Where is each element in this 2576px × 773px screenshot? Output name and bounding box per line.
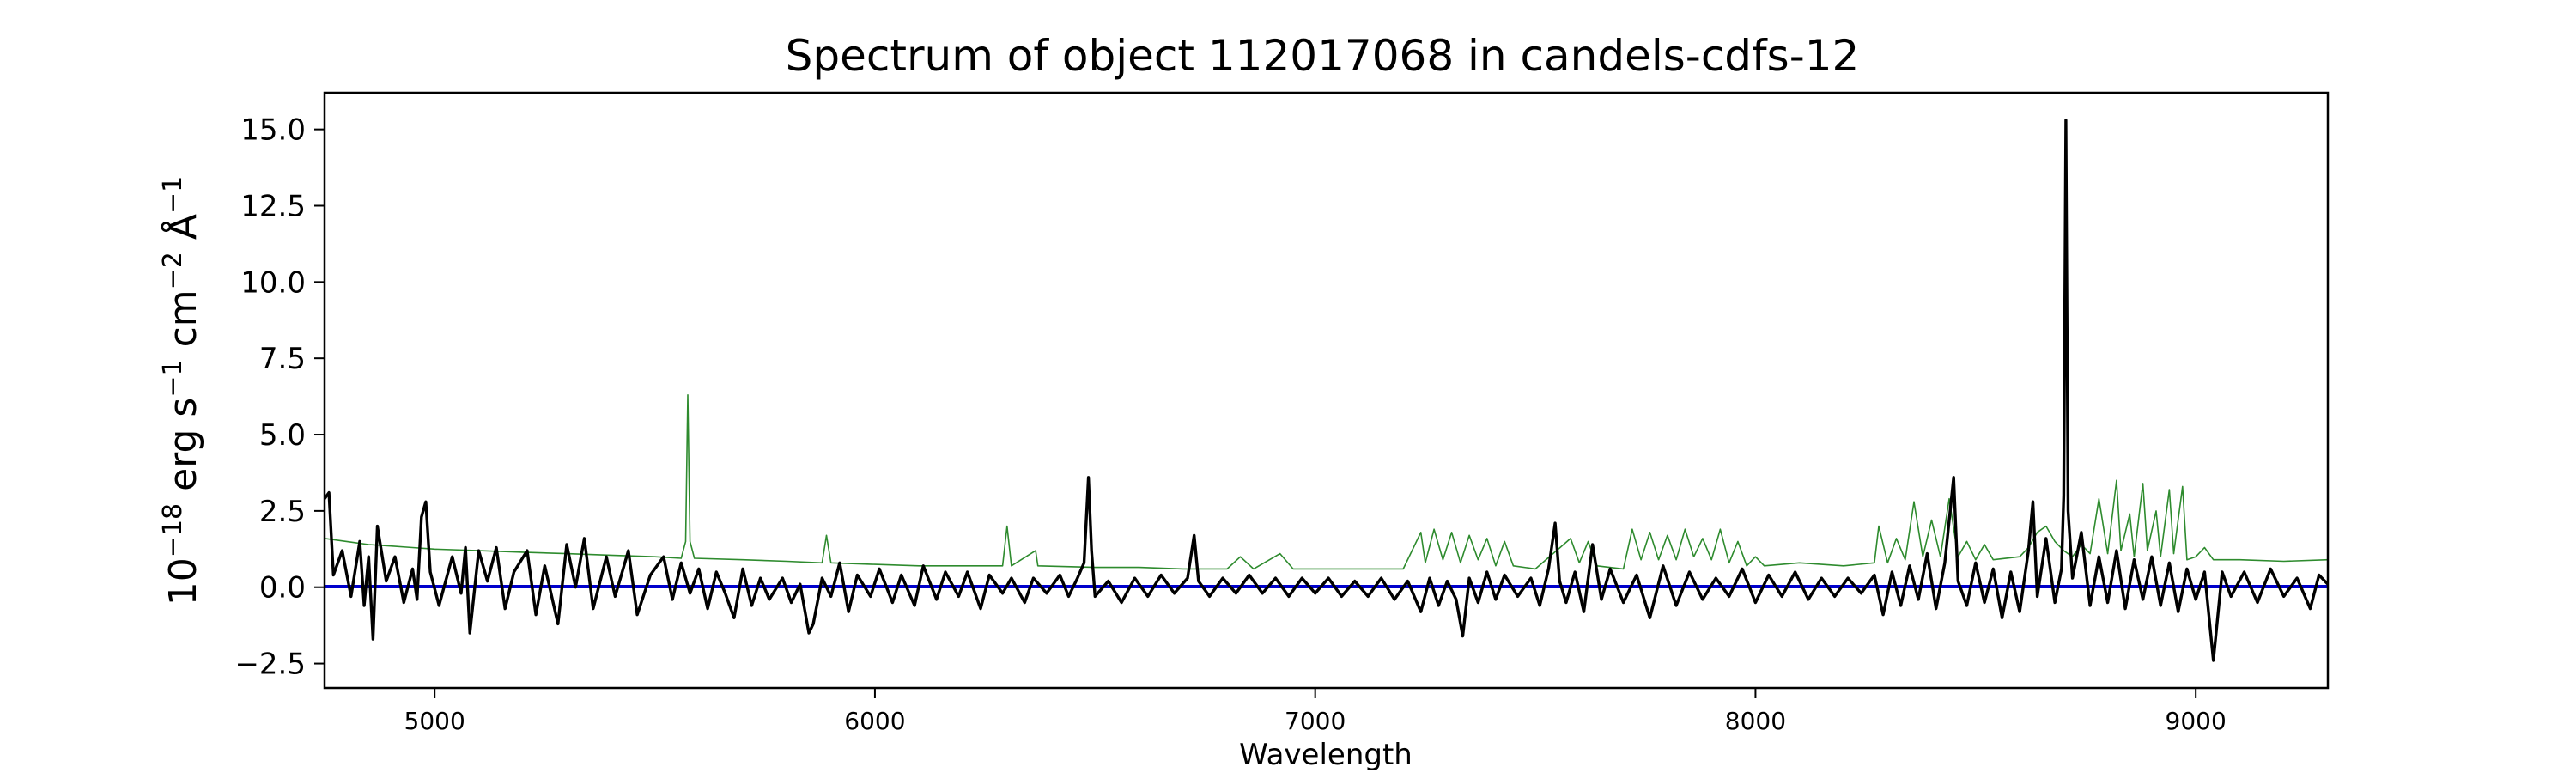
- plot-frame: [323, 91, 2330, 690]
- flux-series-line: [325, 119, 2328, 662]
- y-tick-label: 0.0: [259, 571, 306, 606]
- y-label-cm-exp: −2: [158, 252, 188, 289]
- y-label-exp: −18: [158, 503, 188, 557]
- y-label-ang: Å: [160, 214, 205, 252]
- y-axis: −2.5 0.0 2.5 5.0 7.5 10.0 12.5 15.0: [234, 113, 325, 682]
- x-tick-label: 9000: [2166, 707, 2227, 735]
- y-tick-label: 12.5: [240, 189, 306, 223]
- y-tick-label: 7.5: [259, 342, 306, 376]
- y-axis-label: 10−18 erg s−1 cm−2 Å−1: [158, 176, 206, 606]
- y-tick-label: 2.5: [259, 495, 306, 529]
- x-tick-label: 8000: [1725, 707, 1786, 735]
- x-axis-label: Wavelength: [1239, 738, 1413, 772]
- y-label-s-exp: −1: [158, 359, 188, 397]
- y-label-ang-exp: −1: [158, 176, 188, 214]
- x-axis: 5000 6000 7000 8000 9000: [404, 688, 2227, 735]
- chart-title: Spectrum of object 112017068 in candels-…: [786, 31, 1860, 81]
- plot-area: [325, 119, 2328, 662]
- x-tick-label: 6000: [844, 707, 905, 735]
- y-tick-label: −2.5: [234, 648, 306, 682]
- y-label-cm: cm: [161, 289, 205, 359]
- error-series-line: [325, 393, 2328, 570]
- x-tick-label: 5000: [404, 707, 465, 735]
- y-tick-label: 15.0: [240, 113, 306, 148]
- y-label-prefix: 10: [161, 557, 205, 606]
- y-tick-label: 10.0: [240, 265, 306, 300]
- x-tick-label: 7000: [1285, 707, 1346, 735]
- y-tick-label: 5.0: [259, 418, 306, 453]
- y-label-units: erg s: [161, 398, 205, 503]
